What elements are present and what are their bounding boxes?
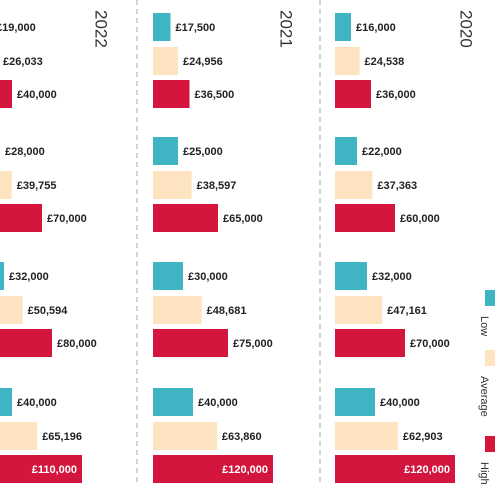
value-label: £22,000 [362,146,402,158]
bar [335,47,360,75]
bar [0,204,42,232]
value-label: £120,000 [222,464,268,476]
value-label: £25,000 [183,146,223,158]
value-label: £120,000 [404,464,450,476]
value-label: £47,161 [387,305,427,317]
value-label: £80,000 [57,338,97,350]
bar [0,296,23,324]
bar [153,80,190,108]
bar [153,262,183,290]
year-label: 2021 [277,10,296,48]
value-label: £37,363 [377,180,417,192]
bar [335,137,357,165]
bar [335,329,405,357]
bar [0,388,12,416]
bar [153,388,193,416]
value-label: £36,500 [195,89,235,101]
value-label: £48,681 [207,305,247,317]
value-label: £28,000 [5,146,45,158]
bar [153,329,228,357]
legend-label: High [478,462,490,484]
legend-label: Low [478,316,490,336]
bar [0,422,38,450]
bar [335,296,383,324]
value-label: £50,594 [28,305,69,317]
bar [153,171,192,199]
value-label: £17,500 [176,22,216,34]
legend-swatch [485,436,495,452]
value-label: £65,000 [223,213,263,225]
value-label: £63,860 [222,431,262,443]
bar [335,455,455,483]
bar [0,455,82,483]
bar [153,422,217,450]
value-label: £26,033 [3,56,43,68]
bar [335,204,395,232]
bar [335,422,398,450]
bar [0,262,4,290]
value-label: £40,000 [17,397,57,409]
value-label: £70,000 [410,338,450,350]
bar [153,204,218,232]
bar [153,455,273,483]
value-label: £19,000 [0,22,36,34]
value-label: £32,000 [9,271,49,283]
value-label: £40,000 [198,397,238,409]
value-label: £30,000 [188,271,228,283]
value-label: £70,000 [47,213,87,225]
year-label: 2022 [92,10,111,48]
bar [335,262,367,290]
value-label: £110,000 [32,464,77,476]
value-label: £39,755 [17,180,57,192]
value-label: £24,956 [183,56,223,68]
legend-swatch [485,290,495,306]
legend-swatch [485,350,495,366]
value-label: £32,000 [372,271,412,283]
value-label: £36,000 [376,89,416,101]
bar [153,137,178,165]
year-label: 2020 [457,10,476,48]
value-label: £60,000 [400,213,440,225]
value-label: £40,000 [17,89,57,101]
legend-label: Average [478,376,490,417]
value-label: £62,903 [403,431,443,443]
bar [335,13,351,41]
bar [153,296,202,324]
bar [0,171,12,199]
bar [335,388,375,416]
value-label: £38,597 [197,180,237,192]
value-label: £75,000 [233,338,273,350]
bar [335,80,371,108]
bar [335,171,373,199]
bar [153,47,178,75]
bar [0,329,52,357]
value-label: £40,000 [380,397,420,409]
bar [153,13,171,41]
value-label: £16,000 [356,22,396,34]
bar [0,80,12,108]
value-label: £65,196 [42,431,82,443]
value-label: £24,538 [365,56,405,68]
